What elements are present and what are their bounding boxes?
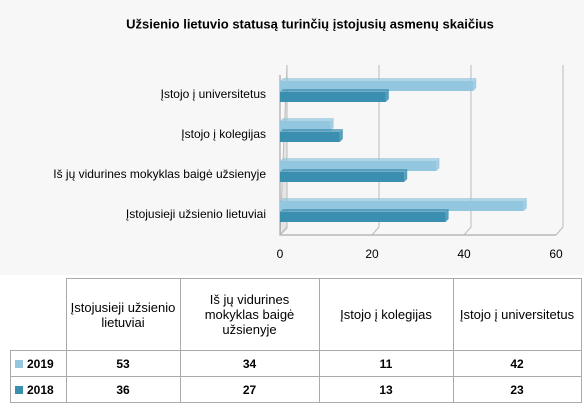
header-cell: Iš jų vidurines mokyklas baigė užsienyje xyxy=(179,278,320,351)
value-cell: 11 xyxy=(318,350,454,377)
x-tick-label: 40 xyxy=(457,247,471,261)
x-tick-label: 60 xyxy=(549,247,563,261)
x-tick-label: 20 xyxy=(365,247,379,261)
value-cell: 53 xyxy=(65,350,181,377)
bar xyxy=(280,158,440,171)
grid-line xyxy=(463,65,472,236)
legend-cell: 2019 xyxy=(10,350,67,377)
grid-line xyxy=(371,65,380,236)
bar xyxy=(280,209,449,222)
legend-cell: 2018 xyxy=(10,376,67,403)
header-cell: Įstojo į universitetus xyxy=(452,278,582,351)
header-cell: Įstojusieji užsienio lietuviai xyxy=(65,278,181,351)
legend-swatch xyxy=(15,359,23,368)
y-tick-label: Įstojusieji užsienio lietuviai xyxy=(126,207,266,221)
value-cell: 36 xyxy=(65,376,181,403)
y-tick-label: Iš jų vidurines mokyklas baigė užsienyje xyxy=(53,167,266,181)
bar xyxy=(280,198,527,211)
data-table: Įstojusieji užsienio lietuviai Iš jų vidu… xyxy=(10,278,582,403)
grid-line xyxy=(555,65,564,236)
value-cell: 34 xyxy=(179,350,320,377)
legend-label: 2018 xyxy=(27,382,54,397)
value-cell: 42 xyxy=(452,350,582,377)
value-cell: 23 xyxy=(452,376,582,403)
header-cell: Įstojo į kolegijas xyxy=(318,278,454,351)
table-row: 2019 53 34 11 42 xyxy=(10,350,582,377)
x-tick-label: 0 xyxy=(277,247,284,261)
table-header: Įstojusieji užsienio lietuviai Iš jų vidu… xyxy=(10,278,582,351)
chart: Užsienio lietuvio statusą turinčių įstoj… xyxy=(53,16,564,262)
bar xyxy=(280,118,334,131)
bar xyxy=(280,129,343,142)
legend-label: 2019 xyxy=(27,356,54,371)
bar xyxy=(280,78,477,91)
y-tick-label: Įstojo į kolegijas xyxy=(181,127,266,141)
y-tick-label: Įstojo į universitetus xyxy=(161,87,266,101)
bar xyxy=(280,89,389,102)
empty-cell xyxy=(10,278,67,351)
legend-swatch xyxy=(15,385,23,394)
value-cell: 27 xyxy=(179,376,320,403)
table-row: 2018 36 27 13 23 xyxy=(10,376,582,403)
chart-title: Užsienio lietuvio statusą turinčių įstoj… xyxy=(126,16,494,31)
bar xyxy=(280,169,408,182)
value-cell: 13 xyxy=(318,376,454,403)
